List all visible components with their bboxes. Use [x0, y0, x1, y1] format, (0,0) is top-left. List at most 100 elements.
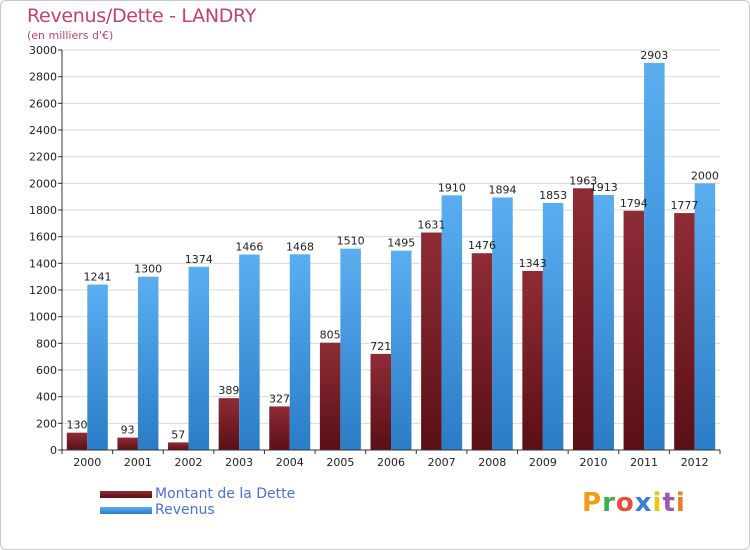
bar-revenus	[137, 276, 159, 450]
data-labels: 130 1241 93 1300 57 1374 389 1466 327 1468 805 1510…	[67, 49, 719, 441]
y-tick-label: 600	[36, 364, 57, 377]
legend-swatch-dette	[100, 490, 152, 498]
data-label-revenus: 2903	[640, 49, 668, 62]
y-tick-label: 2600	[29, 97, 57, 110]
x-tick-label: 2007	[428, 456, 456, 469]
legend-swatch-revenus	[100, 506, 152, 514]
data-label-dette: 1631	[417, 219, 445, 232]
y-tick-label: 2400	[29, 124, 57, 137]
axes: 0 200 400 600 800 1000 1200 1400 1600 1800 2000 220…	[29, 44, 721, 469]
data-label-revenus: 1894	[488, 183, 516, 196]
data-label-revenus: 1241	[84, 271, 112, 284]
y-tick-label: 400	[36, 391, 57, 404]
bar-revenus	[644, 62, 665, 450]
data-label-dette: 57	[171, 428, 185, 441]
bar-revenus	[593, 194, 614, 450]
data-label-revenus: 1374	[185, 253, 213, 266]
bar-revenus	[239, 254, 260, 450]
data-label-revenus: 1510	[337, 235, 365, 248]
data-label-dette: 327	[269, 392, 290, 405]
bar-revenus	[188, 266, 210, 450]
x-tick-label: 2008	[478, 456, 506, 469]
logo-letter: P	[582, 488, 603, 518]
x-tick-label: 2001	[124, 456, 152, 469]
data-label-dette: 130	[67, 419, 88, 432]
data-label-dette: 805	[320, 329, 341, 342]
data-label-revenus: 1495	[387, 237, 415, 250]
legend-item-dette: Montant de la Dette	[100, 486, 295, 502]
x-tick-label: 2010	[579, 456, 607, 469]
bar-dette	[572, 188, 594, 450]
y-tick-label: 200	[36, 417, 57, 430]
data-label-dette: 1794	[620, 197, 648, 210]
bar-dette	[623, 210, 645, 450]
data-label-dette: 1476	[468, 239, 496, 252]
bar-revenus	[289, 254, 311, 450]
bar-dette	[218, 398, 240, 450]
chart-subtitle: (en milliers d'€)	[27, 29, 114, 42]
proxiti-logo: Proxiti	[582, 488, 686, 518]
x-tick-label: 2000	[73, 456, 101, 469]
bar-dette	[168, 442, 189, 450]
data-label-dette: 1343	[519, 257, 547, 270]
bar-revenus	[340, 248, 361, 450]
data-label-dette: 721	[370, 340, 391, 353]
data-label-revenus: 1468	[286, 240, 314, 253]
logo-letter: x	[634, 488, 653, 518]
logo-letter: i	[675, 488, 686, 518]
bar-dette	[117, 437, 138, 450]
legend-label-dette: Montant de la Dette	[155, 486, 296, 502]
x-tick-label: 2006	[377, 456, 405, 469]
x-tick-label: 2012	[681, 456, 709, 469]
logo-letter: i	[652, 488, 663, 518]
legend: Montant de la Dette Revenus	[100, 486, 295, 518]
chart-title: Revenus/Dette - LANDRY	[27, 5, 257, 27]
y-tick-label: 800	[36, 337, 57, 350]
data-label-revenus: 1853	[539, 189, 567, 202]
data-label-dette: 1777	[670, 199, 698, 212]
y-tick-label: 3000	[29, 44, 57, 57]
legend-item-revenus: Revenus	[100, 502, 295, 518]
bar-dette	[522, 270, 543, 450]
y-tick-label: 1800	[29, 204, 57, 217]
x-tick-label: 2009	[529, 456, 557, 469]
y-tick-label: 1600	[29, 231, 57, 244]
bar-dette	[421, 232, 442, 450]
logo-letter: t	[662, 488, 676, 518]
data-label-dette: 93	[121, 424, 135, 437]
y-tick-label: 2800	[29, 71, 57, 84]
bar-revenus	[391, 250, 412, 450]
y-tick-label: 0	[50, 444, 57, 457]
bar-dette	[269, 406, 290, 450]
x-tick-label: 2004	[276, 456, 304, 469]
bar-revenus	[441, 195, 463, 450]
bar-dette	[66, 432, 88, 450]
y-tick-label: 1000	[29, 311, 57, 324]
y-tick-label: 1200	[29, 284, 57, 297]
x-tick-label: 2005	[326, 456, 354, 469]
data-label-revenus: 2000	[691, 169, 719, 182]
logo-letter: r	[602, 488, 616, 518]
bar-dette	[370, 353, 391, 450]
bar-dette	[319, 342, 341, 450]
y-tick-label: 1400	[29, 257, 57, 270]
y-tick-label: 2000	[29, 177, 57, 190]
x-tick-label: 2002	[175, 456, 203, 469]
data-label-dette: 389	[218, 384, 239, 397]
bar-revenus	[492, 197, 513, 450]
bar-revenus	[87, 284, 108, 450]
bar-revenus	[694, 183, 716, 451]
data-label-revenus: 1466	[235, 241, 263, 254]
bar-revenus	[542, 202, 564, 450]
data-label-revenus: 1910	[438, 181, 466, 194]
bar-dette	[674, 213, 695, 450]
logo-letter: o	[615, 488, 635, 518]
x-tick-label: 2003	[225, 456, 253, 469]
x-tick-label: 2011	[630, 456, 658, 469]
legend-label-revenus: Revenus	[155, 502, 215, 518]
bars	[66, 62, 716, 451]
data-label-revenus: 1300	[134, 263, 162, 276]
bar-dette	[471, 253, 493, 450]
y-tick-label: 2200	[29, 151, 57, 164]
